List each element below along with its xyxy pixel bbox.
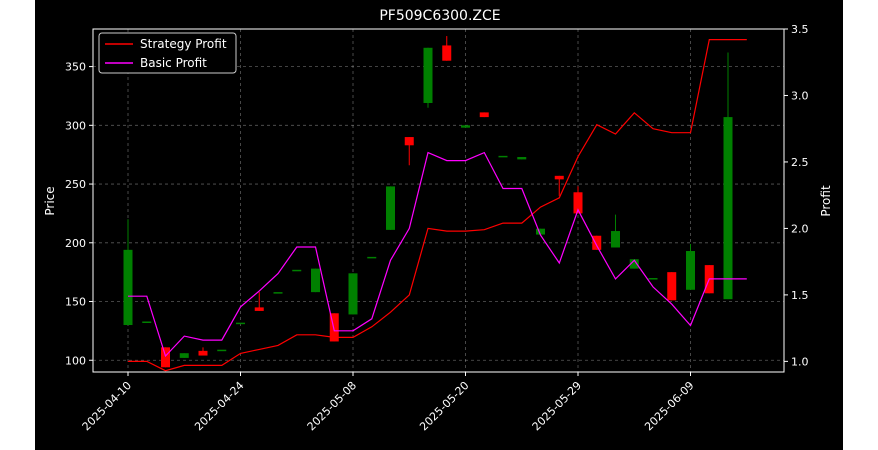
profit-lines (128, 38, 747, 372)
candle-body (236, 322, 245, 325)
x-tick-label: 2025-05-08 (305, 379, 359, 433)
candle-body (629, 259, 639, 269)
left-tick-label: 200 (65, 237, 86, 250)
x-tick-label: 2025-05-29 (530, 379, 584, 433)
candle-body (423, 47, 433, 104)
candle-body (479, 112, 489, 118)
candle-body (536, 228, 545, 235)
left-axis: 100 150 200 250 300 350 (65, 61, 93, 367)
right-tick-label: 2.5 (791, 156, 809, 169)
candlestick-chart: 100 150 200 250 300 350 1.0 1.5 2.0 2.5 3.0 3.5 20… (43, 8, 833, 433)
candle-body (386, 186, 395, 230)
right-tick-label: 2.0 (791, 222, 809, 235)
left-tick-label: 150 (65, 296, 86, 309)
candle-body (611, 231, 620, 248)
basic-profit-line (128, 151, 747, 358)
candle-body (329, 313, 339, 342)
candle-body (179, 353, 189, 358)
right-axis-label: Profit (819, 185, 833, 217)
plot-frame (92, 28, 785, 373)
candle-body (142, 321, 152, 323)
candle-body (573, 192, 583, 214)
chart-figure: 100 150 200 250 300 350 1.0 1.5 2.0 2.5 3.0 3.5 20… (35, 0, 843, 450)
candle-body (686, 251, 695, 290)
candle-body (311, 268, 320, 293)
right-axis: 1.0 1.5 2.0 2.5 3.0 3.5 (784, 23, 809, 368)
candle-body (198, 350, 208, 356)
candle-body (723, 117, 733, 300)
x-axis: 2025-04-10 2025-04-24 2025-05-08 2025-05-20… (80, 372, 697, 433)
left-axis-label: Price (43, 186, 57, 215)
candle-body (648, 278, 658, 280)
candle-body (367, 256, 377, 259)
legend-label-strategy: Strategy Profit (140, 37, 227, 51)
candle-body (667, 272, 677, 301)
candle-body (554, 175, 564, 180)
candle-body (442, 45, 452, 61)
legend: Strategy Profit Basic Profit (98, 32, 237, 74)
right-tick-label: 3.0 (791, 89, 809, 102)
right-tick-label: 3.5 (791, 23, 809, 36)
candle-body (348, 273, 358, 315)
candle-body (254, 307, 264, 311)
grid-layer (93, 29, 784, 372)
candle-body (461, 125, 470, 128)
legend-box (98, 32, 237, 74)
right-tick-label: 1.0 (791, 355, 809, 368)
candle-body (292, 269, 302, 272)
chart-title: PF509C6300.ZCE (379, 8, 500, 24)
candle-body (404, 137, 414, 146)
left-tick-label: 300 (65, 119, 86, 132)
candle-body (161, 347, 170, 368)
candle-body (123, 249, 133, 326)
candle-body (498, 155, 508, 158)
strategy-profit-line (128, 38, 747, 372)
candle-body (592, 235, 602, 250)
x-tick-label: 2025-04-10 (80, 379, 134, 433)
right-tick-label: 1.5 (791, 289, 809, 302)
candle-body (217, 349, 227, 352)
candle-body (517, 157, 527, 160)
x-tick-label: 2025-05-20 (417, 379, 471, 433)
left-tick-label: 250 (65, 178, 86, 191)
candle-body (273, 292, 283, 294)
left-tick-label: 100 (65, 354, 86, 367)
candle-layer (123, 36, 733, 368)
x-tick-label: 2025-04-24 (192, 379, 246, 433)
left-tick-label: 350 (65, 61, 86, 74)
legend-label-basic: Basic Profit (140, 56, 207, 70)
x-tick-label: 2025-06-09 (642, 379, 696, 433)
